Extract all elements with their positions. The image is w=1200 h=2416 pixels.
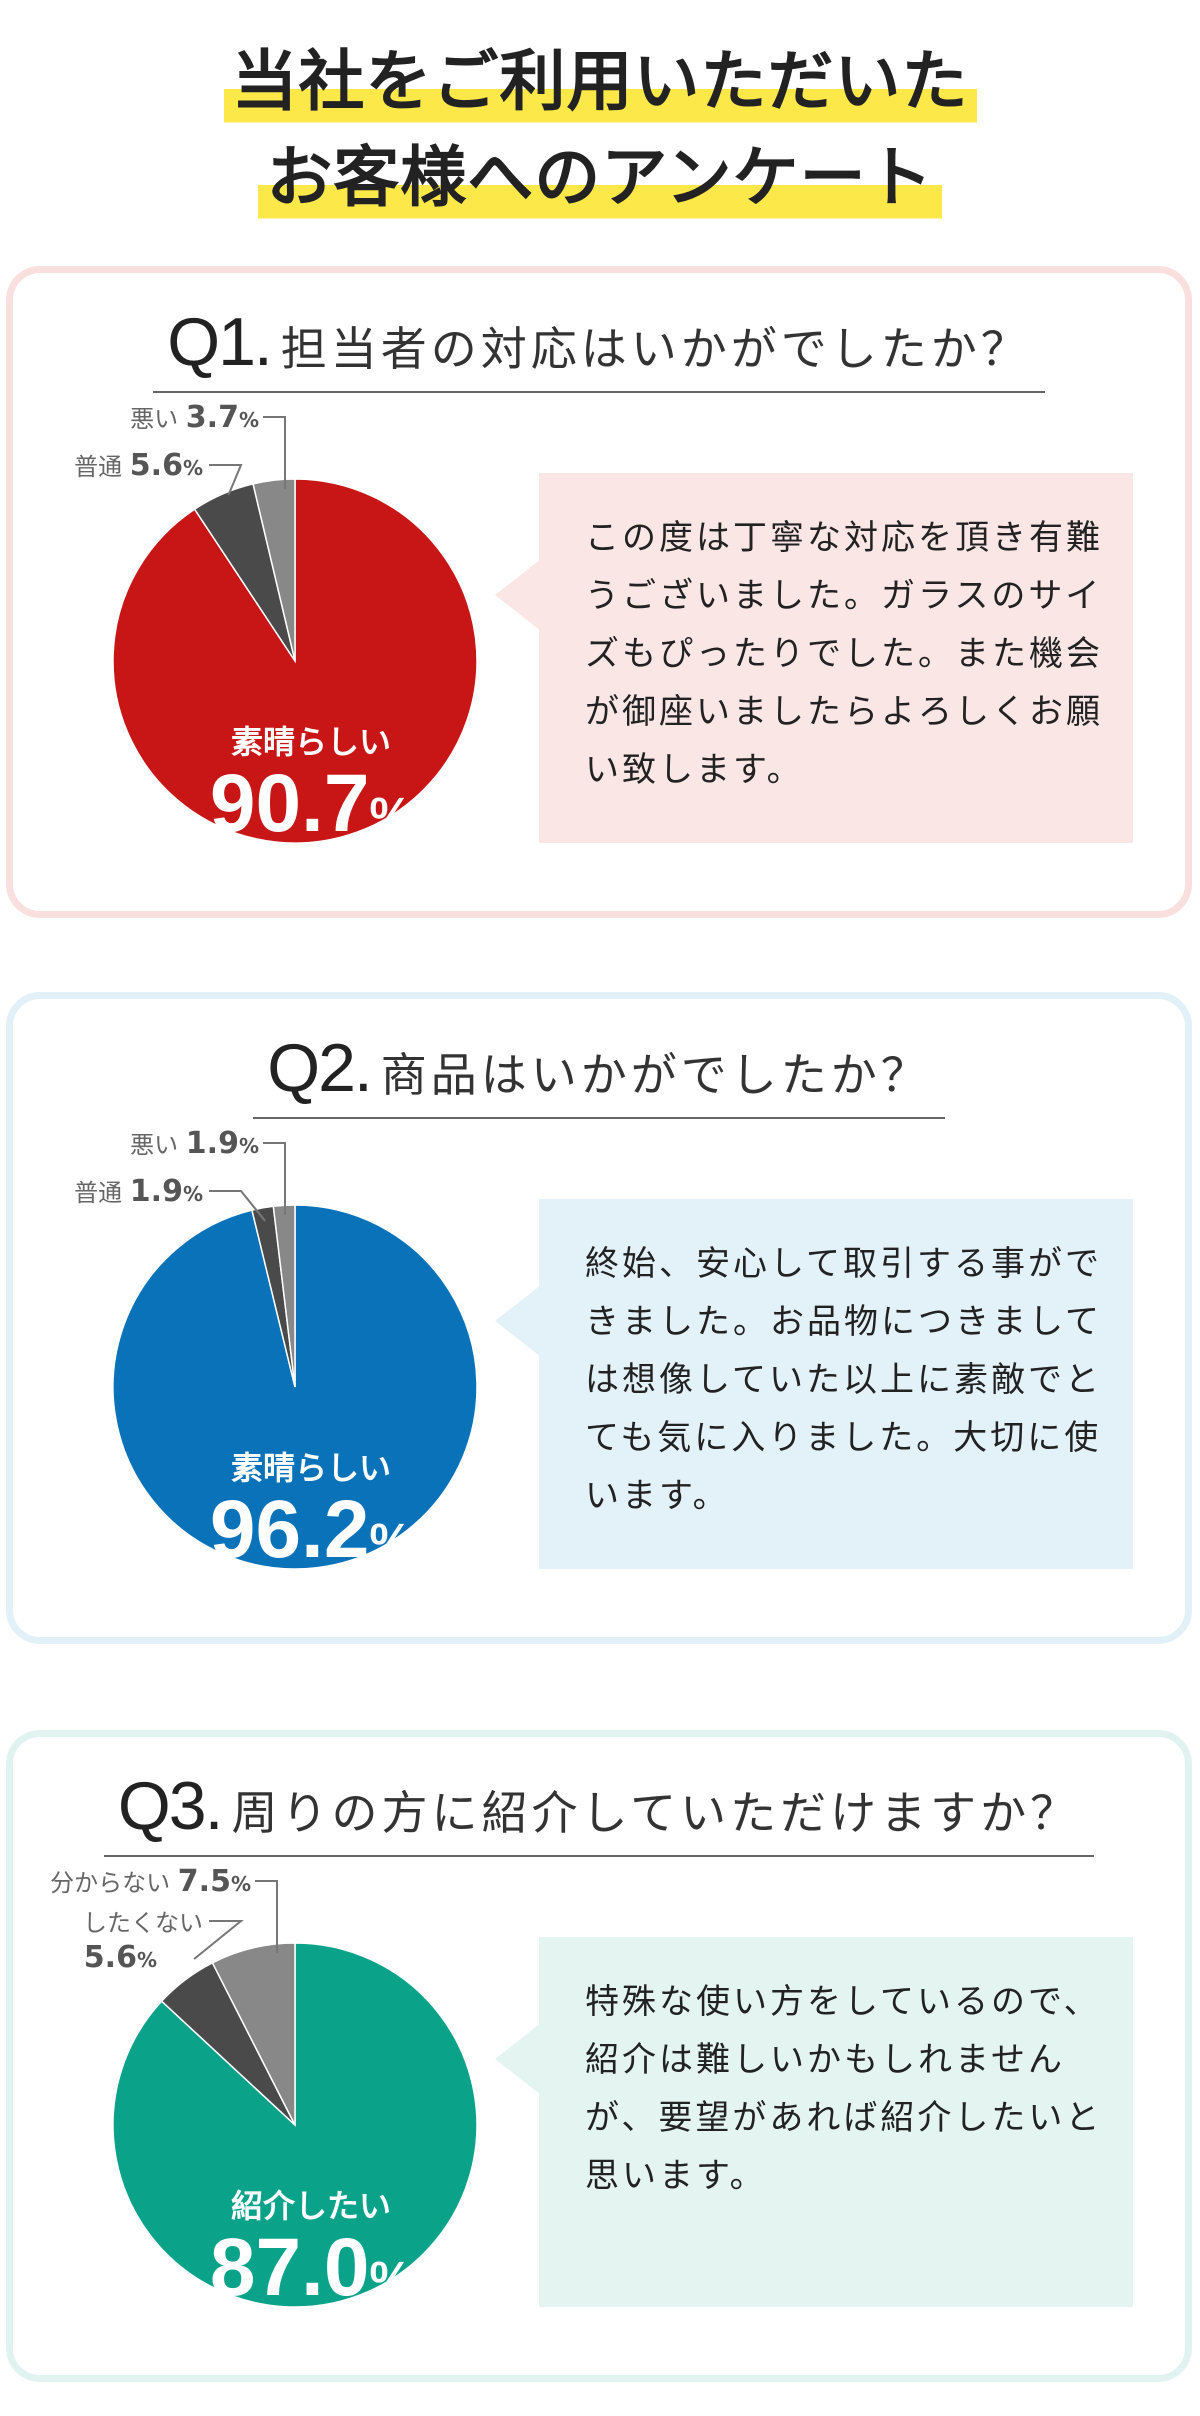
question-number: Q3. [117, 1768, 224, 1844]
question-number: Q1. [167, 304, 273, 380]
pie-main-label: 素晴らしい [231, 723, 391, 761]
bubble-tail [495, 2023, 541, 2095]
pie-label-other2: 悪い 3.7% [130, 400, 259, 435]
question-heading: Q3. 周りの方に紹介していただけますか？ [13, 1767, 1185, 1857]
comment-bubble: 特殊な使い方をしているので、紹介は難しいかもしれませんが、要望があれば紹介したい… [495, 1937, 1133, 2307]
question-number: Q2. [267, 1030, 373, 1106]
pie-value-other1: 5.6% [84, 1940, 157, 1975]
bubble-tail [495, 1285, 541, 1357]
question-card-q3: Q3. 周りの方に紹介していただけますか？ 紹介したい 87.0% 分からない 7.5… [6, 1730, 1192, 2382]
comment-text: 終始、安心して取引する事ができました。お品物につきましては想像していた以上に素敵… [585, 1244, 1102, 1516]
pie-slice-other2 [211, 1942, 296, 2126]
pie-label-other1: したくない [83, 1909, 203, 1937]
question-card-q1: Q1. 担当者の対応はいかがでしたか？ 素晴らしい 90.7% 悪い 3.7% 普通 5… [6, 266, 1192, 918]
pie-main-value: 90.7% [210, 758, 412, 849]
pie-label-other2: 悪い 1.9% [130, 1126, 259, 1161]
question-text: 周りの方に紹介していただけますか？ [231, 1786, 1081, 1840]
pie-label-other2: 分からない 7.5% [50, 1864, 251, 1899]
pie-main-label: 素晴らしい [231, 1449, 391, 1487]
pie-leader-lines [209, 1142, 286, 1222]
title-line-1: 当社をご利用いただいた [223, 38, 977, 126]
comment-bubble: 終始、安心して取引する事ができました。お品物につきましては想像していた以上に素敵… [495, 1199, 1133, 1569]
question-heading: Q2. 商品はいかがでしたか？ [13, 1029, 1185, 1119]
question-card-q2: Q2. 商品はいかがでしたか？ 素晴らしい 96.2% 悪い 1.9% 普通 1.9% … [6, 992, 1192, 1644]
pie-label-other1: 普通 5.6% [74, 448, 203, 483]
pie-leader-lines [193, 1880, 278, 1960]
page-title: 当社をご利用いただいた お客様へのアンケート [0, 38, 1200, 222]
pie-label-other1: 普通 1.9% [74, 1174, 203, 1209]
title-line-2: お客様へのアンケート [258, 134, 942, 222]
comment-text: 特殊な使い方をしているので、紹介は難しいかもしれませんが、要望があれば紹介したい… [585, 1982, 1103, 2196]
pie-main-value: 87.0% [210, 2222, 412, 2313]
pie-main-label: 紹介したい [231, 2187, 391, 2225]
question-text: 担当者の対応はいかがでしたか？ [280, 322, 1031, 376]
comment-text: この度は丁寧な対応を頂き有難うございました。ガラスのサイズもぴったりでした。また… [585, 518, 1103, 790]
bubble-tail [495, 559, 541, 631]
pie-slice-other2 [252, 478, 296, 662]
comment-bubble: この度は丁寧な対応を頂き有難うございました。ガラスのサイズもぴったりでした。また… [495, 473, 1133, 843]
question-heading: Q1. 担当者の対応はいかがでしたか？ [13, 303, 1185, 393]
pie-main-value: 96.2% [210, 1484, 412, 1575]
question-text: 商品はいかがでしたか？ [380, 1048, 931, 1102]
pie-leader-lines [209, 416, 286, 496]
